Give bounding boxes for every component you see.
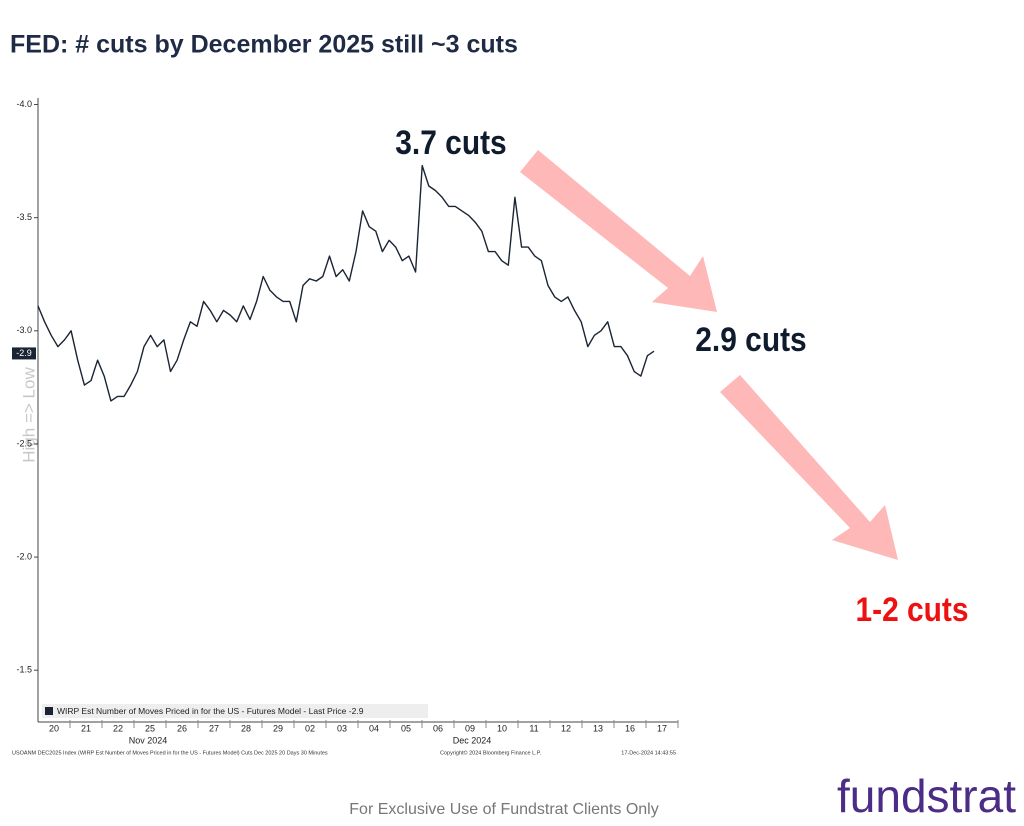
- footer: For Exclusive Use of Fundstrat Clients O…: [349, 801, 658, 818]
- last-price-box: [12, 347, 36, 360]
- x-tick-label: 09: [465, 723, 475, 733]
- y-tick-label: -3.0: [16, 325, 32, 335]
- y-tick-label: -2.5: [16, 438, 32, 448]
- x-tick-label: 25: [145, 723, 155, 733]
- x-tick-label: 10: [497, 723, 507, 733]
- annotation: 2.9 cuts: [695, 320, 806, 358]
- legend-swatch: [45, 707, 53, 715]
- x-tick-label: 29: [273, 723, 283, 733]
- x-tick-label: 28: [241, 723, 251, 733]
- x-tick-label: 22: [113, 723, 123, 733]
- annotation: 1-2 cuts: [855, 590, 968, 628]
- copyright: Copyright© 2024 Bloomberg Finance L.P.: [440, 749, 542, 756]
- x-tick-label: 02: [305, 723, 315, 733]
- x-tick-label: 17: [657, 723, 667, 733]
- source-note: USOANM DEC2025 Index (WIRP Est Number of…: [12, 750, 328, 756]
- x-tick-label: 11: [529, 723, 538, 733]
- y-tick-label: -2.0: [16, 551, 32, 561]
- annotation: 3.7 cuts: [395, 123, 506, 161]
- arrow: [520, 150, 717, 312]
- arrow: [720, 375, 898, 560]
- month-label: Nov 2024: [129, 735, 168, 745]
- x-tick-label: 06: [433, 723, 443, 733]
- chart-title: FED: # cuts by December 2025 still ~3 cu…: [10, 31, 518, 59]
- y-tick-label: -3.5: [16, 212, 32, 222]
- x-tick-label: 12: [561, 723, 571, 733]
- series-line: [37, 164, 655, 402]
- x-tick-label: 13: [593, 723, 603, 733]
- x-tick-label: 16: [625, 723, 635, 733]
- legend-box: [42, 704, 428, 718]
- timestamp: 17-Dec-2024 14:43:55: [621, 750, 676, 756]
- month-label: Dec 2024: [453, 735, 492, 745]
- legend-label: WIRP Est Number of Moves Priced in for t…: [57, 706, 364, 716]
- x-tick-label: 20: [49, 723, 59, 733]
- y-tick-label: -4.0: [16, 99, 32, 109]
- x-tick-label: 26: [177, 723, 187, 733]
- x-tick-label: 21: [81, 723, 91, 733]
- logo: fundstrat: [837, 770, 1016, 822]
- y-axis-title: High => Low: [19, 367, 38, 463]
- last-price-label: -2.9: [16, 348, 32, 358]
- y-tick-label: -1.5: [16, 665, 32, 675]
- x-tick-label: 03: [337, 723, 347, 733]
- x-tick-label: 27: [209, 723, 219, 733]
- x-tick-label: 04: [369, 723, 379, 733]
- x-tick-label: 05: [401, 723, 411, 733]
